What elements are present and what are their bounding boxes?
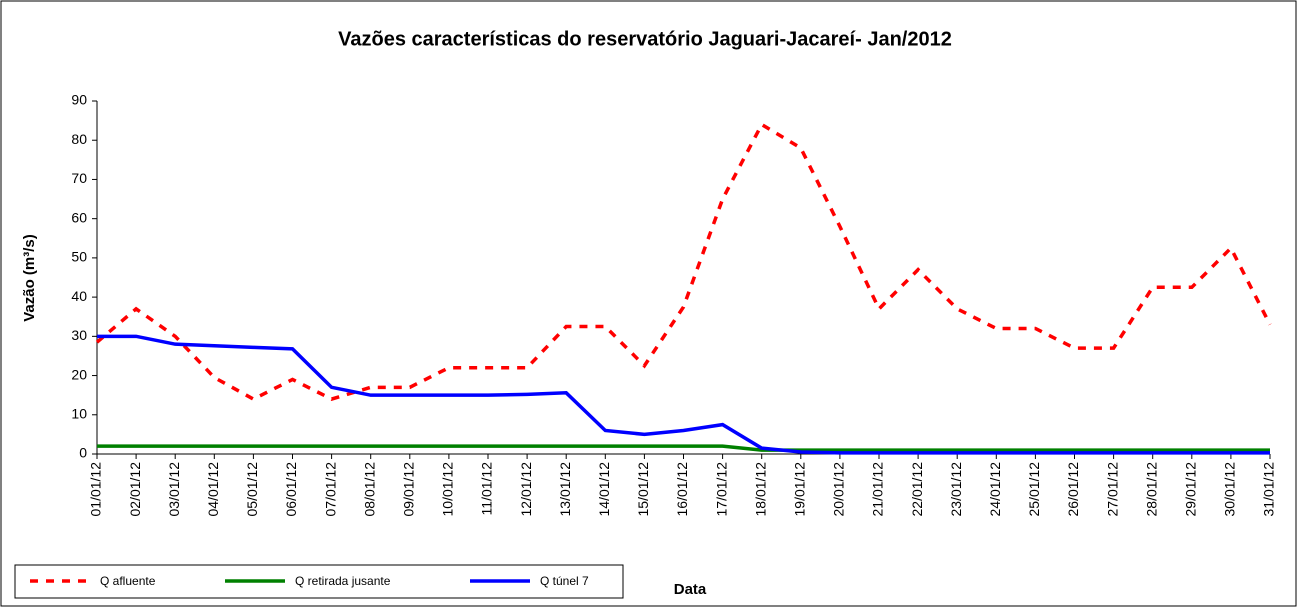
y-axis-title: Vazão (m³/s) bbox=[21, 234, 38, 322]
x-tick-label: 06/01/12 bbox=[283, 462, 299, 517]
x-tick-label: 27/01/12 bbox=[1104, 462, 1120, 517]
x-tick-label: 22/01/12 bbox=[909, 462, 925, 517]
y-tick-label: 80 bbox=[71, 131, 87, 147]
x-tick-label: 08/01/12 bbox=[361, 462, 377, 517]
x-tick-label: 16/01/12 bbox=[674, 462, 690, 517]
x-tick-label: 09/01/12 bbox=[401, 462, 417, 517]
x-tick-label: 30/01/12 bbox=[1222, 462, 1238, 517]
y-tick-label: 40 bbox=[71, 288, 87, 304]
y-tick-label: 10 bbox=[71, 405, 87, 421]
series-line bbox=[97, 444, 1270, 452]
x-tick-label: 21/01/12 bbox=[870, 462, 886, 517]
x-tick-label: 02/01/12 bbox=[127, 462, 143, 517]
x-axis-title: Data bbox=[674, 581, 707, 598]
y-tick-label: 70 bbox=[71, 170, 87, 186]
x-tick-label: 29/01/12 bbox=[1183, 462, 1199, 517]
x-tick-label: 28/01/12 bbox=[1143, 462, 1159, 517]
x-tick-label: 18/01/12 bbox=[752, 462, 768, 517]
x-tick-label: 07/01/12 bbox=[322, 462, 338, 517]
x-tick-label: 04/01/12 bbox=[205, 462, 221, 517]
x-tick-label: 24/01/12 bbox=[987, 462, 1003, 517]
x-tick-label: 25/01/12 bbox=[1026, 462, 1042, 517]
y-tick-label: 20 bbox=[71, 366, 87, 382]
x-tick-label: 15/01/12 bbox=[635, 462, 651, 517]
chart-title: Vazões características do reservatório J… bbox=[338, 28, 952, 50]
x-tick-label: 10/01/12 bbox=[440, 462, 456, 517]
x-tick-label: 31/01/12 bbox=[1261, 462, 1277, 517]
x-tick-label: 23/01/12 bbox=[948, 462, 964, 517]
x-tick-label: 11/01/12 bbox=[479, 462, 495, 516]
x-tick-label: 17/01/12 bbox=[713, 462, 729, 517]
x-tick-label: 20/01/12 bbox=[831, 462, 847, 517]
legend-label: Q túnel 7 bbox=[540, 574, 589, 588]
x-tick-label: 19/01/12 bbox=[792, 462, 808, 517]
y-tick-label: 30 bbox=[71, 327, 87, 343]
x-tick-label: 12/01/12 bbox=[518, 462, 534, 517]
x-tick-label: 14/01/12 bbox=[596, 462, 612, 517]
legend-label: Q retirada jusante bbox=[295, 574, 391, 588]
x-tick-label: 05/01/12 bbox=[244, 462, 260, 517]
x-tick-label: 03/01/12 bbox=[166, 462, 182, 517]
x-tick-label: 01/01/12 bbox=[88, 462, 104, 517]
y-tick-label: 60 bbox=[71, 209, 87, 225]
y-tick-label: 90 bbox=[71, 92, 87, 108]
series-line bbox=[95, 122, 1272, 402]
x-tick-label: 26/01/12 bbox=[1065, 462, 1081, 517]
y-tick-label: 50 bbox=[71, 249, 87, 265]
series-line bbox=[97, 334, 1270, 455]
x-tick-label: 13/01/12 bbox=[557, 462, 573, 517]
legend-label: Q afluente bbox=[100, 574, 156, 588]
y-tick-label: 0 bbox=[79, 445, 87, 461]
